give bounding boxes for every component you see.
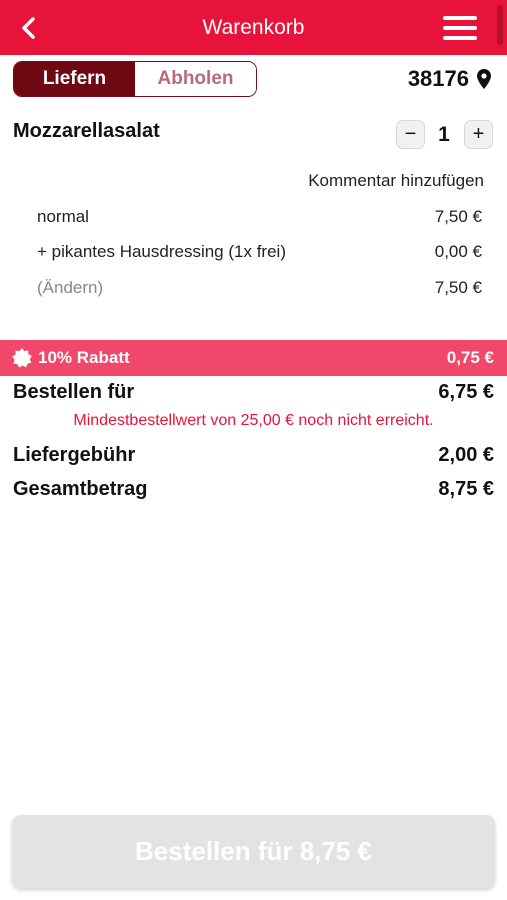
item-line-label: normal: [37, 207, 89, 226]
item-line: normal 7,50 €: [37, 205, 482, 229]
item-line-price: 0,00 €: [434, 242, 482, 261]
tab-liefern[interactable]: Liefern: [14, 62, 135, 96]
total-label: Gesamtbetrag: [13, 477, 148, 500]
postcode-selector[interactable]: 38176: [408, 64, 491, 94]
min-order-warning: Mindestbestellwert von 25,00 € noch nich…: [73, 412, 434, 429]
page-title: Warenkorb: [202, 16, 305, 39]
tab-abholen[interactable]: Abholen: [135, 62, 256, 96]
item-line: (Ändern) 7,50 €: [37, 276, 482, 300]
app-header: Warenkorb: [0, 0, 507, 55]
hamburger-menu-icon: [443, 16, 477, 20]
discount-label: 10% Rabatt: [38, 348, 130, 367]
delivery-fee-label: Liefergebühr: [13, 443, 136, 466]
quantity-value: 1: [438, 123, 450, 146]
subtotal-value: 6,75 €: [438, 380, 494, 403]
item-line-price: 7,50 €: [434, 207, 482, 226]
item-name: Mozzarellasalat: [13, 120, 160, 142]
scrollbar[interactable]: [497, 5, 503, 45]
item-line-price: 7,50 €: [434, 278, 482, 297]
quantity-decrease-button[interactable]: −: [396, 120, 425, 149]
postcode-value: 38176: [407, 66, 469, 91]
discount-bar: 10% Rabatt 0,75 €: [0, 340, 507, 376]
badge-star-icon: [12, 348, 32, 368]
add-comment-link[interactable]: Kommentar hinzufügen: [308, 171, 484, 190]
item-line-label: + pikantes Hausdressing (1x frei): [37, 242, 286, 261]
menu-button[interactable]: [443, 16, 479, 40]
total-row: Gesamtbetrag 8,75 €: [13, 476, 494, 502]
delivery-mode-toggle: Liefern Abholen: [13, 61, 257, 97]
place-order-button[interactable]: Bestellen für 8,75 €: [12, 815, 495, 888]
total-value: 8,75 €: [438, 477, 494, 500]
back-button[interactable]: [14, 14, 42, 42]
change-options-link[interactable]: (Ändern): [37, 278, 104, 297]
subtotal-label: Bestellen für: [13, 380, 135, 403]
delivery-fee-value: 2,00 €: [438, 443, 494, 466]
quantity-increase-button[interactable]: +: [464, 120, 493, 149]
map-pin-icon: [477, 69, 491, 89]
discount-amount: 0,75 €: [446, 348, 494, 367]
chevron-left-icon: [22, 17, 35, 39]
delivery-fee-row: Liefergebühr 2,00 €: [13, 442, 494, 468]
item-line: + pikantes Hausdressing (1x frei) 0,00 €: [37, 240, 482, 264]
subtotal-row: Bestellen für 6,75 €: [13, 379, 494, 405]
